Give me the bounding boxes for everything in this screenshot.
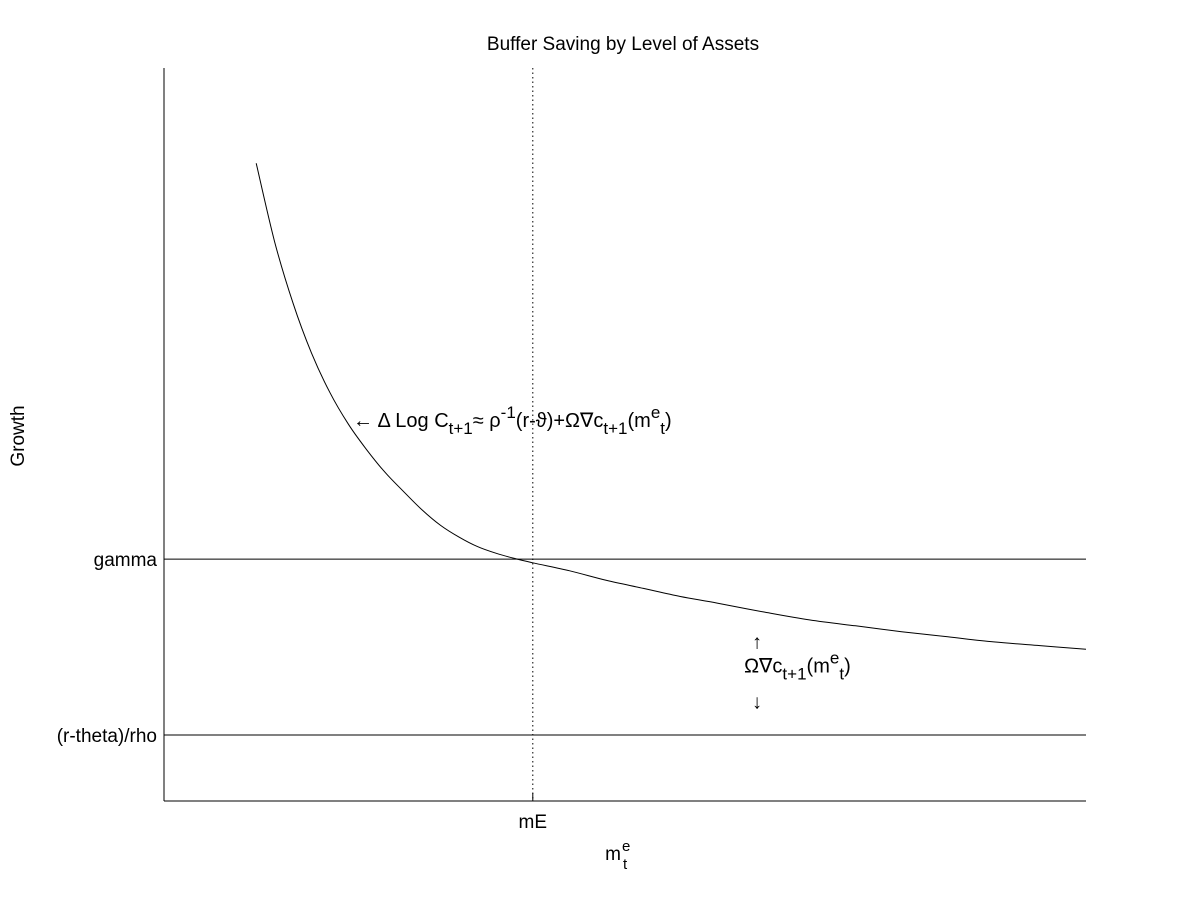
x-axis-label-sup: e: [622, 838, 630, 855]
annotation-segment: e: [651, 403, 660, 422]
axes: [163, 68, 1086, 802]
arrow-left-icon: ←: [353, 410, 373, 432]
y-tick-label: (r-theta)/rho: [57, 726, 157, 747]
reference-lines: [164, 68, 1086, 801]
annotation-segment: (m: [628, 410, 651, 432]
arrow-up-icon: ↑: [752, 632, 762, 654]
annotation-segment: e: [830, 649, 839, 668]
annotation-segment: -1: [501, 403, 516, 422]
annotation-segment: ): [665, 410, 672, 432]
y-axis-label: Growth: [8, 405, 29, 466]
annotation-segment: ): [844, 656, 851, 678]
annotation-segment: t+1: [449, 419, 473, 438]
annotation-segment: ≈ ρ: [473, 410, 501, 432]
gap-annotation: Ω∇ct+1(met): [744, 649, 851, 684]
annotation-segment: Δ Log C: [373, 410, 449, 432]
x-tick-label: mE: [519, 812, 548, 833]
annotation-segment: t+1: [603, 419, 627, 438]
series-layer: [255, 163, 1087, 650]
curve-annotation: ← Δ Log Ct+1≈ ρ-1(r-ϑ)+Ω∇ct+1(met): [353, 403, 672, 438]
tick-labels: mE (r-theta)/rho gamma: [57, 550, 547, 833]
annotation-segment: t: [660, 419, 665, 438]
y-tick-label: gamma: [94, 550, 158, 571]
annotations: ← Δ Log Ct+1≈ ρ-1(r-ϑ)+Ω∇ct+1(met)↑Ω∇ct+…: [353, 403, 851, 714]
annotation-segment: (r-ϑ)+Ω∇c: [516, 410, 604, 432]
annotation-segment: (m: [807, 656, 830, 678]
annotation-segment: t: [839, 665, 844, 684]
annotation-segment: Ω∇c: [744, 656, 782, 678]
arrow-down-icon: ↓: [752, 692, 762, 714]
annotation-segment: t+1: [782, 665, 806, 684]
x-axis-label: m e t: [605, 838, 630, 873]
chart-title: Buffer Saving by Level of Assets: [487, 34, 759, 55]
series-line: [255, 163, 1087, 650]
x-axis-label-sub: t: [623, 856, 628, 873]
x-axis-label-base: m: [605, 844, 621, 865]
